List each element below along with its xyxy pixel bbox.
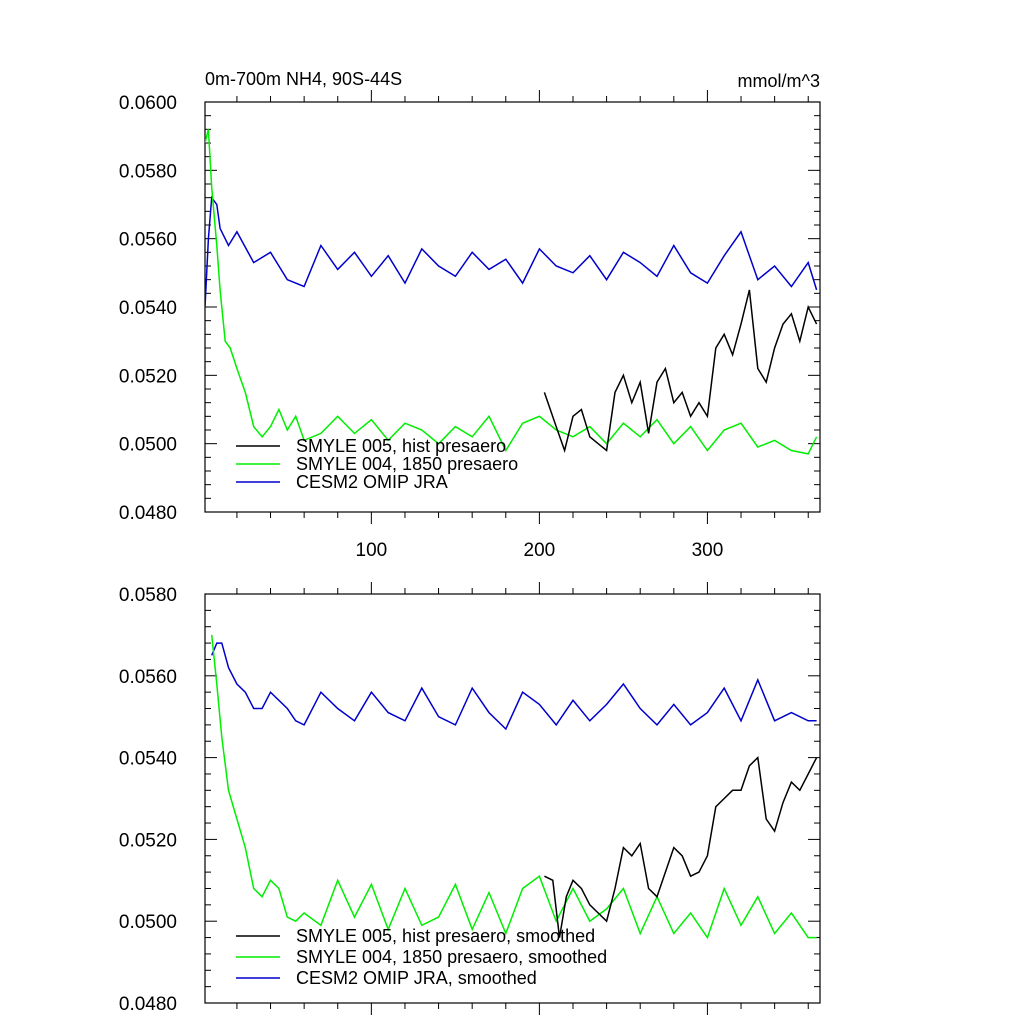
series-line-2	[205, 195, 818, 308]
y-tick-label: 0.0580	[119, 585, 177, 606]
series-line-0	[543, 289, 818, 454]
top-panel-title: 0m-700m NH4, 90S-44S	[205, 69, 402, 89]
series-line-1	[210, 634, 817, 940]
y-tick-label: 0.0520	[119, 830, 177, 851]
bottom-panel: 0.0480 0.0500 0.0520 0.0540 0.0560 0.0580 SMYL…	[119, 582, 821, 1015]
top-panel-units: mmol/m^3	[738, 71, 820, 91]
x-tick-label: 300	[692, 540, 724, 561]
y-tick-label: 0.0560	[119, 667, 177, 688]
top-panel: 0m-700m NH4, 90S-44S mmol/m^3 0.0480 0.05…	[119, 69, 821, 561]
legend-label: CESM2 OMIP JRA	[296, 472, 448, 492]
x-tick-label: 100	[356, 540, 388, 561]
y-tick-label: 0.0560	[119, 230, 177, 251]
series-line-2	[211, 642, 817, 731]
plot-frame	[204, 593, 821, 1004]
y-tick-label: 0.0520	[119, 366, 177, 387]
y-tick-label: 0.0540	[119, 749, 177, 770]
series-line-1	[205, 129, 818, 455]
legend-label: SMYLE 005, hist presaero	[296, 436, 506, 456]
y-tick-label: 0.0600	[119, 93, 177, 114]
legend-label: SMYLE 004, 1850 presaero	[296, 454, 518, 474]
y-tick-label: 0.0480	[119, 503, 177, 524]
y-tick-label: 0.0500	[119, 435, 177, 456]
x-tick-label: 200	[524, 540, 556, 561]
legend-label: CESM2 OMIP JRA, smoothed	[296, 968, 537, 988]
series-line-0	[544, 756, 818, 938]
legend-label: SMYLE 005, hist presaero, smoothed	[296, 926, 595, 946]
y-tick-label: 0.0480	[119, 994, 177, 1015]
legend-label: SMYLE 004, 1850 presaero, smoothed	[296, 947, 607, 967]
y-tick-label: 0.0500	[119, 912, 177, 933]
y-tick-label: 0.0540	[119, 298, 177, 319]
y-tick-label: 0.0580	[119, 161, 177, 182]
